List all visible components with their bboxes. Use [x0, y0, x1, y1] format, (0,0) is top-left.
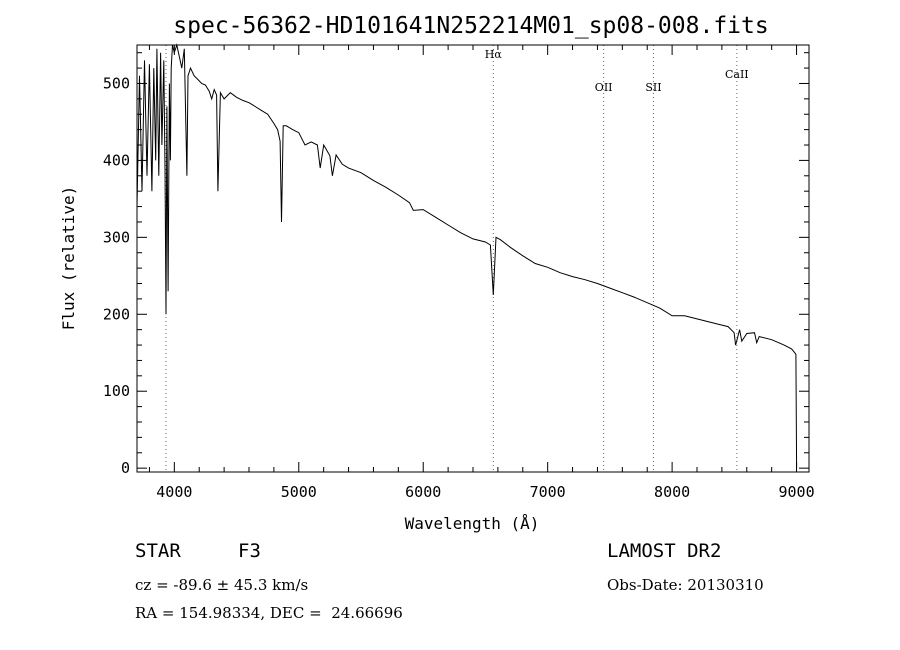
x-tick-label-7000: 7000 — [530, 483, 566, 501]
object-subclass: F3 — [238, 540, 261, 562]
observation-date: Obs-Date: 20130310 — [607, 576, 764, 594]
y-axis-ticks: 0 100 200 300 400 500 — [103, 52, 809, 477]
y-tick-label-0: 0 — [121, 459, 130, 477]
x-axis-label: Wavelength (Å) — [405, 514, 540, 533]
x-tick-label-4000: 4000 — [156, 483, 192, 501]
redshift-cz: cz = -89.6 ± 45.3 km/s — [135, 576, 309, 594]
flux-series-line — [136, 43, 798, 469]
spectral-line-markers: Hα OII SII CaII — [165, 45, 749, 472]
coordinates: RA = 154.98334, DEC = 24.66696 — [135, 604, 403, 622]
survey-name: LAMOST DR2 — [607, 540, 722, 562]
x-tick-label-5000: 5000 — [281, 483, 317, 501]
y-axis-label: Flux (relative) — [59, 186, 78, 331]
object-class-label: STAR — [135, 540, 181, 562]
marker-label-0: Hα — [485, 48, 503, 61]
y-tick-label-400: 400 — [103, 151, 130, 169]
y-tick-label-200: 200 — [103, 305, 130, 323]
x-tick-label-8000: 8000 — [654, 483, 690, 501]
x-tick-label-9000: 9000 — [778, 483, 814, 501]
marker-label-2: SII — [645, 81, 661, 94]
y-tick-label-100: 100 — [103, 382, 130, 400]
x-axis-ticks: 4000 5000 6000 7000 8000 9000 — [148, 45, 815, 501]
y-tick-label-500: 500 — [103, 74, 130, 92]
y-tick-label-300: 300 — [103, 228, 130, 246]
plot-frame — [136, 44, 810, 473]
chart-title: spec-56362-HD101641N252214M01_sp08-008.f… — [173, 13, 768, 39]
marker-label-3: CaII — [725, 68, 749, 81]
x-tick-label-6000: 6000 — [405, 483, 441, 501]
marker-label-1: OII — [595, 81, 613, 94]
